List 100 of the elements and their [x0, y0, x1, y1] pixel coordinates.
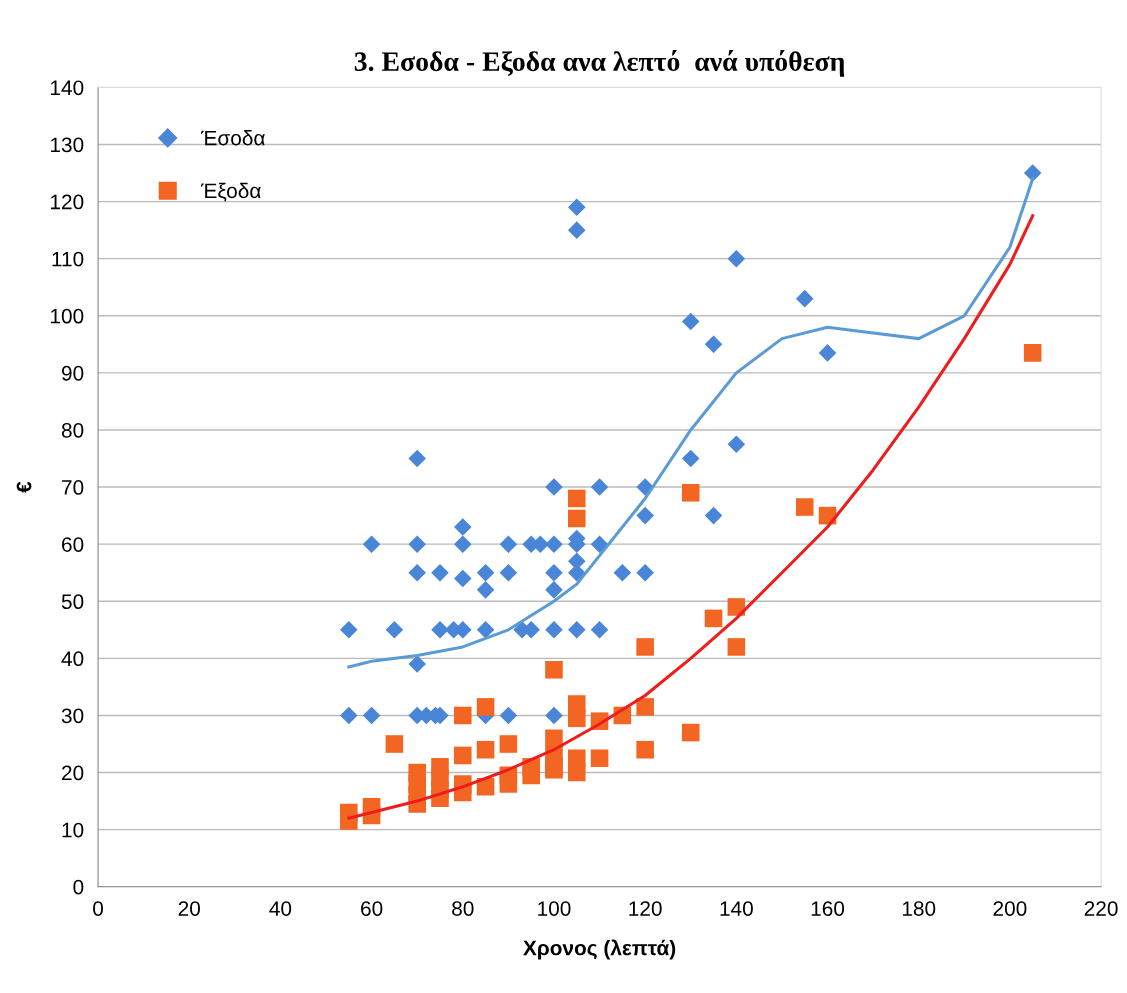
y-tick-label: 30	[61, 708, 84, 724]
point	[727, 249, 746, 268]
point	[545, 563, 563, 582]
y-axis-title: €	[16, 481, 32, 493]
point	[567, 198, 586, 217]
point	[590, 535, 609, 553]
point	[636, 698, 654, 716]
x-tick-label: 200	[993, 901, 1027, 916]
point	[795, 498, 814, 516]
point	[408, 563, 426, 582]
point	[476, 563, 495, 582]
point	[476, 698, 495, 716]
point	[454, 746, 472, 765]
y-tick-label: 70	[62, 480, 84, 495]
point	[567, 709, 586, 728]
point	[704, 335, 723, 354]
point	[795, 289, 814, 308]
y-tick-label: 90	[61, 365, 84, 381]
x-tick-label: 40	[269, 901, 292, 916]
y-tick-label: 120	[50, 194, 84, 210]
point	[1023, 164, 1042, 182]
point	[704, 506, 723, 525]
point	[545, 478, 563, 496]
y-tick-label: 140	[50, 80, 84, 96]
point	[476, 621, 495, 639]
point	[636, 563, 654, 582]
point	[681, 723, 700, 742]
point	[567, 221, 586, 239]
point	[545, 535, 563, 553]
point	[362, 706, 381, 725]
point	[818, 344, 837, 362]
point	[545, 706, 563, 725]
point	[681, 449, 700, 468]
point	[590, 621, 609, 639]
point	[499, 735, 518, 753]
point	[681, 483, 700, 502]
y-tick-label: 80	[61, 422, 84, 438]
x-tick-label: 220	[1084, 901, 1118, 916]
y-tick-label: 20	[62, 765, 84, 781]
point	[340, 621, 358, 639]
point	[545, 581, 563, 599]
point	[704, 609, 723, 628]
point	[567, 763, 586, 782]
point	[590, 478, 609, 496]
point	[362, 535, 381, 553]
x-tick-label: 140	[720, 901, 753, 916]
point	[545, 621, 563, 639]
point	[454, 569, 472, 588]
x-tick-label: 100	[538, 901, 571, 916]
point	[340, 706, 358, 725]
point	[431, 563, 449, 582]
x-tick-label: 160	[811, 901, 845, 916]
point	[681, 312, 700, 331]
point	[476, 740, 495, 759]
legend-label: Έξοδα	[200, 182, 261, 202]
point	[499, 775, 518, 793]
point	[454, 518, 472, 536]
x-tick-label: 180	[902, 901, 936, 916]
y-tick-label: 110	[52, 251, 84, 267]
point	[727, 638, 746, 656]
y-tick-label: 40	[61, 651, 84, 667]
point	[431, 621, 449, 639]
point	[545, 729, 563, 748]
x-tick-label: 20	[178, 901, 201, 916]
point	[613, 563, 632, 582]
point	[408, 449, 426, 468]
point	[385, 735, 404, 753]
x-tick-label: 120	[629, 901, 662, 916]
point	[499, 535, 518, 553]
point	[636, 506, 654, 525]
point	[590, 749, 609, 768]
point	[454, 535, 472, 553]
x-tick-label: 60	[361, 901, 383, 916]
x-tick-label: 80	[452, 901, 474, 916]
point	[545, 661, 563, 679]
point	[476, 581, 495, 599]
point	[499, 563, 518, 582]
y-tick-label: 50	[61, 594, 84, 610]
point	[1023, 344, 1042, 362]
y-tick-label: 100	[50, 308, 84, 324]
point	[499, 706, 518, 725]
point	[385, 621, 404, 639]
y-tick-label: 60	[62, 537, 84, 552]
legend-label: Έσοδα	[200, 130, 265, 146]
point	[454, 706, 472, 725]
point	[727, 598, 746, 616]
y-tick-label: 10	[62, 822, 84, 838]
point	[408, 655, 426, 673]
point	[636, 740, 654, 759]
point	[522, 766, 540, 785]
point	[636, 638, 654, 656]
point	[567, 621, 586, 639]
y-tick-label: 130	[50, 137, 84, 153]
x-tick-label: 0	[93, 901, 104, 916]
chart-title: 3. Εσοδα - Εξοδα ανα λεπτό ανά υπόθεση	[354, 50, 845, 77]
y-tick-label: 0	[73, 879, 84, 895]
point	[408, 535, 426, 553]
point	[567, 489, 586, 508]
x-axis-title: Χρονος (λεπτά)	[523, 939, 676, 960]
point	[727, 435, 746, 454]
